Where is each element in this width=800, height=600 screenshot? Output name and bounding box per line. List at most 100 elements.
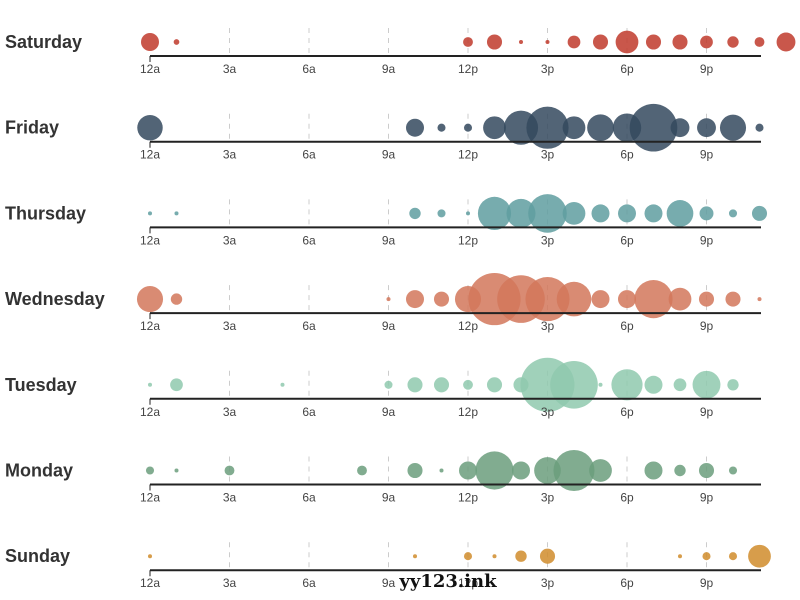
bubble-tuesday-h11 — [433, 377, 450, 393]
bubble-sunday-h20 — [677, 554, 683, 559]
bubble-thursday-h23 — [751, 205, 768, 221]
bubble-monday-h13 — [475, 451, 514, 490]
bubble-saturday-h1 — [173, 39, 180, 45]
tick-label: 6a — [302, 576, 316, 590]
bubble-tuesday-h13 — [486, 377, 503, 393]
bubble-saturday-h14 — [518, 39, 524, 45]
tick-label: 9p — [700, 576, 714, 590]
day-row-monday: Monday 12a 3a 6a 9a 12p 3p 6p 9p — [5, 449, 761, 505]
bubble-thursday-h18 — [618, 204, 636, 223]
bubble-sunday-h0 — [147, 554, 153, 559]
bubble-tuesday-h20 — [673, 378, 687, 392]
bubble-thursday-h10 — [409, 207, 421, 220]
bubble-thursday-h19 — [644, 204, 663, 223]
bubble-saturday-h16 — [567, 35, 581, 49]
tick-label: 12a — [140, 319, 160, 333]
tick-label: 3p — [541, 319, 555, 333]
bubble-thursday-h20 — [666, 200, 694, 227]
tick-label: 12a — [140, 148, 160, 162]
tick-label: 12a — [140, 233, 160, 247]
bubble-friday-h13 — [483, 116, 506, 140]
bubble-thursday-h11 — [437, 209, 446, 218]
bubble-saturday-h0 — [141, 33, 159, 51]
bubble-wednesday-h18 — [618, 290, 636, 309]
day-row-saturday: Saturday 12a 3a 6a 9a 12p 3p 6p 9p — [5, 28, 796, 76]
day-row-tuesday: Tuesday 12a 3a 6a 9a 12p 3p 6p 9p — [5, 357, 761, 419]
bubble-friday-h16 — [562, 116, 586, 140]
tick-label: 9a — [382, 62, 396, 76]
tick-label: 6p — [620, 233, 634, 247]
bubble-thursday-h17 — [591, 204, 610, 223]
tick-label: 6p — [620, 319, 634, 333]
bubble-friday-h19 — [629, 103, 678, 152]
bubble-thursday-h15 — [528, 194, 567, 233]
bubble-wednesday-h21 — [698, 291, 715, 307]
tick-label: 6p — [620, 491, 634, 505]
bubble-wednesday-h15 — [525, 277, 570, 322]
tick-label: 3a — [223, 62, 237, 76]
bubble-friday-h17 — [587, 114, 614, 142]
tick-label: 3p — [541, 148, 555, 162]
bubble-saturday-h18 — [615, 30, 639, 54]
tick-label: 3p — [541, 233, 555, 247]
bubble-wednesday-h17 — [591, 290, 610, 309]
tick-label: 6a — [302, 319, 316, 333]
bubble-saturday-h21 — [700, 35, 713, 49]
bubble-wednesday-h19 — [634, 280, 673, 319]
bubble-tuesday-h0 — [147, 382, 153, 387]
bubble-tuesday-h17 — [598, 382, 603, 387]
tick-label: 9a — [382, 576, 396, 590]
bubble-thursday-h16 — [562, 202, 586, 225]
bubble-sunday-h15 — [539, 548, 556, 564]
bubble-saturday-h12 — [463, 37, 473, 47]
bubble-friday-h12 — [463, 123, 473, 132]
bubble-tuesday-h12 — [463, 379, 473, 390]
bubble-monday-h12 — [459, 461, 477, 480]
bubble-monday-h1 — [174, 468, 179, 473]
bubble-tuesday-h16 — [550, 360, 598, 409]
tick-label: 6a — [302, 405, 316, 419]
bubble-saturday-h19 — [645, 34, 662, 50]
tick-label: 12a — [140, 62, 160, 76]
tick-label: 6a — [302, 62, 316, 76]
tick-label: 3a — [223, 233, 237, 247]
bubble-wednesday-h11 — [433, 291, 450, 307]
bubble-wednesday-h1 — [170, 293, 183, 305]
day-label: Saturday — [5, 32, 82, 52]
tick-label: 12p — [458, 405, 478, 419]
bubble-wednesday-h16 — [556, 281, 592, 317]
bubble-tuesday-h19 — [644, 375, 663, 394]
bubble-saturday-h24 — [776, 32, 796, 52]
bubble-monday-h17 — [589, 459, 612, 482]
bubble-wednesday-h0 — [136, 286, 164, 313]
tick-label: 12p — [458, 576, 478, 590]
bubble-saturday-h13 — [486, 34, 503, 50]
tick-label: 9a — [382, 233, 396, 247]
bubble-tuesday-h1 — [170, 378, 183, 392]
bubble-monday-h16 — [553, 449, 595, 492]
day-label: Thursday — [5, 203, 86, 223]
tick-label: 3a — [223, 576, 237, 590]
bubble-tuesday-h5 — [280, 382, 285, 387]
tick-label: 3a — [223, 491, 237, 505]
bubble-thursday-h1 — [174, 211, 179, 216]
day-row-wednesday: Wednesday 12a 3a 6a 9a 12p 3p 6p 9p — [5, 273, 762, 333]
bubble-sunday-h14 — [515, 550, 527, 562]
bubble-monday-h3 — [224, 465, 235, 476]
bubble-monday-h8 — [357, 465, 367, 476]
day-row-friday: Friday 12a 3a 6a 9a 12p 3p 6p 9p — [5, 103, 764, 162]
tick-label: 6p — [620, 62, 634, 76]
tick-label: 12p — [458, 319, 478, 333]
day-label: Wednesday — [5, 289, 105, 309]
tick-label: 9p — [700, 491, 714, 505]
bubble-saturday-h20 — [672, 34, 688, 50]
tick-label: 9p — [700, 319, 714, 333]
tick-label: 9a — [382, 491, 396, 505]
bubble-monday-h15 — [534, 457, 561, 484]
day-label: Sunday — [5, 546, 70, 566]
tick-label: 12a — [140, 576, 160, 590]
tick-label: 12a — [140, 405, 160, 419]
bubble-friday-h21 — [697, 118, 716, 138]
bubble-thursday-h22 — [728, 209, 738, 218]
